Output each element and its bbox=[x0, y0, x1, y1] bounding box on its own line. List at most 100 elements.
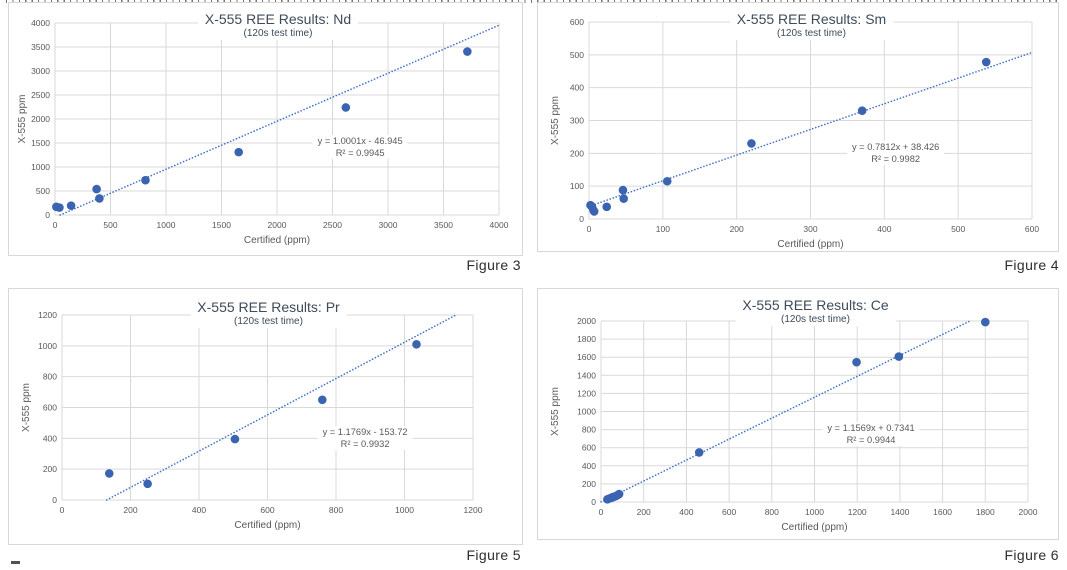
svg-text:0: 0 bbox=[587, 224, 592, 234]
chart-subtitle-nd: (120s test time) bbox=[243, 28, 313, 39]
svg-text:3000: 3000 bbox=[379, 220, 398, 230]
sm-plot-svg: 0 100 200 300 400 500 600 0 100 200 300 400 500 600 Ce… bbox=[550, 17, 1039, 250]
svg-text:3500: 3500 bbox=[31, 42, 50, 52]
svg-text:500: 500 bbox=[570, 50, 584, 60]
pr-plot-svg: 0 200 400 600 800 1000 1200 0 200 400 600 800 1000 12… bbox=[21, 310, 483, 531]
svg-text:X-555 ppm: X-555 ppm bbox=[550, 387, 561, 436]
svg-text:400: 400 bbox=[679, 507, 693, 517]
trendline-equation-text: y = 1.0001x - 46.945 bbox=[317, 136, 403, 147]
ce-plot-svg: 0 200 400 600 800 1000 1200 1400 1600 1800 2000 0 20… bbox=[550, 316, 1038, 533]
svg-text:1600: 1600 bbox=[933, 507, 952, 517]
svg-text:1200: 1200 bbox=[464, 505, 483, 515]
svg-text:100: 100 bbox=[570, 181, 584, 191]
svg-text:0: 0 bbox=[60, 505, 65, 515]
svg-text:200: 200 bbox=[582, 479, 596, 489]
svg-text:4000: 4000 bbox=[31, 18, 50, 28]
chart-nd: 0 500 1000 1500 2000 2500 3000 3500 4000 0 500 1000… bbox=[8, 2, 523, 256]
svg-text:X-555 ppm: X-555 ppm bbox=[21, 383, 32, 432]
nd-plot-svg: 0 500 1000 1500 2000 2500 3000 3500 4000 0 500 1000… bbox=[17, 18, 509, 246]
trendline-equation-ce: y = 1.1569x + 0.7341 R² = 0.9944 bbox=[822, 421, 920, 446]
chart-sm: 0 100 200 300 400 500 600 0 100 200 300 400 500 600 Ce… bbox=[537, 2, 1059, 252]
svg-text:1000: 1000 bbox=[38, 341, 57, 351]
trendline-equation-nd: y = 1.0001x - 46.945 R² = 0.9945 bbox=[312, 135, 408, 160]
svg-text:2500: 2500 bbox=[323, 220, 342, 230]
svg-text:400: 400 bbox=[877, 224, 891, 234]
svg-text:600: 600 bbox=[722, 507, 736, 517]
svg-text:1200: 1200 bbox=[848, 507, 867, 517]
chart-title-nd: X-555 REE Results: Nd bbox=[204, 11, 352, 27]
svg-text:1200: 1200 bbox=[577, 388, 596, 398]
trendline-r2-text: R² = 0.9944 bbox=[846, 434, 896, 445]
trendline-equation-text: y = 1.1769x - 153.72 bbox=[322, 426, 408, 437]
trendline-equation-pr: y = 1.1769x - 153.72 R² = 0.9932 bbox=[317, 425, 413, 450]
svg-text:400: 400 bbox=[582, 461, 596, 471]
svg-text:1400: 1400 bbox=[890, 507, 909, 517]
svg-text:1000: 1000 bbox=[805, 507, 824, 517]
svg-text:1200: 1200 bbox=[38, 310, 57, 320]
clipped-text-strip bbox=[6, 0, 1062, 3]
figure-caption-3: Figure 3 bbox=[466, 257, 521, 273]
svg-text:800: 800 bbox=[329, 505, 343, 515]
trendline-equation-sm: y = 0.7812x + 38.426 R² = 0.9982 bbox=[846, 141, 945, 166]
chart-title-block-pr: X-555 REE Results: Pr (120s test time) bbox=[190, 300, 347, 328]
trendline-equation-text: y = 0.7812x + 38.426 bbox=[851, 142, 940, 153]
svg-text:Certified (ppm): Certified (ppm) bbox=[244, 235, 310, 246]
figure-caption-4: Figure 4 bbox=[1004, 257, 1059, 273]
svg-text:4000: 4000 bbox=[490, 220, 509, 230]
clipped-text-mark bbox=[11, 561, 20, 564]
svg-text:600: 600 bbox=[260, 505, 274, 515]
trendline-equation-text: y = 1.1569x + 0.7341 bbox=[827, 422, 915, 433]
trendline-r2-text: R² = 0.9932 bbox=[340, 438, 390, 449]
svg-text:0: 0 bbox=[599, 507, 604, 517]
trendline-r2-text: R² = 0.9982 bbox=[871, 154, 921, 165]
svg-text:600: 600 bbox=[570, 17, 584, 27]
svg-text:200: 200 bbox=[43, 464, 57, 474]
svg-text:1400: 1400 bbox=[577, 370, 596, 380]
chart-subtitle-sm: (120s test time) bbox=[777, 28, 846, 39]
svg-text:400: 400 bbox=[192, 505, 206, 515]
svg-text:1600: 1600 bbox=[577, 352, 596, 362]
svg-text:400: 400 bbox=[570, 83, 584, 93]
svg-text:200: 200 bbox=[570, 148, 584, 158]
svg-text:Certified (ppm): Certified (ppm) bbox=[781, 522, 847, 533]
svg-text:2500: 2500 bbox=[31, 90, 50, 100]
svg-text:800: 800 bbox=[43, 372, 57, 382]
chart-title-block-sm: X-555 REE Results: Sm (120s test time) bbox=[729, 11, 894, 40]
chart-ce: 0 200 400 600 800 1000 1200 1400 1600 1800 2000 0 20… bbox=[537, 288, 1059, 540]
svg-text:1000: 1000 bbox=[157, 220, 176, 230]
chart-title-block-nd: X-555 REE Results: Nd (120s test time) bbox=[197, 11, 359, 40]
svg-text:200: 200 bbox=[730, 224, 744, 234]
svg-text:600: 600 bbox=[1025, 224, 1039, 234]
svg-text:2000: 2000 bbox=[577, 316, 596, 326]
svg-text:2000: 2000 bbox=[31, 114, 50, 124]
svg-text:2000: 2000 bbox=[1019, 507, 1038, 517]
chart-title-sm: X-555 REE Results: Sm bbox=[736, 11, 887, 27]
chart-pr: 0 200 400 600 800 1000 1200 0 200 400 600 800 1000 12… bbox=[8, 288, 523, 545]
svg-text:800: 800 bbox=[582, 425, 596, 435]
svg-text:500: 500 bbox=[103, 220, 117, 230]
svg-text:1000: 1000 bbox=[577, 407, 596, 417]
svg-text:1800: 1800 bbox=[577, 334, 596, 344]
trendline-r2-text: R² = 0.9945 bbox=[335, 148, 385, 159]
svg-text:3500: 3500 bbox=[434, 220, 453, 230]
chart-subtitle-ce: (120s test time) bbox=[781, 314, 850, 325]
svg-text:2000: 2000 bbox=[268, 220, 287, 230]
svg-text:0: 0 bbox=[52, 495, 57, 505]
chart-title-block-ce: X-555 REE Results: Ce (120s test time) bbox=[735, 297, 896, 326]
figure-caption-5: Figure 5 bbox=[466, 547, 521, 563]
svg-text:X-555 ppm: X-555 ppm bbox=[17, 95, 28, 144]
svg-text:1500: 1500 bbox=[212, 220, 231, 230]
svg-text:3000: 3000 bbox=[31, 66, 50, 76]
svg-text:300: 300 bbox=[570, 116, 584, 126]
svg-text:Certified (ppm): Certified (ppm) bbox=[234, 520, 300, 531]
svg-text:Certified (ppm): Certified (ppm) bbox=[777, 239, 843, 250]
svg-text:400: 400 bbox=[43, 433, 57, 443]
svg-text:300: 300 bbox=[803, 224, 817, 234]
chart-title-ce: X-555 REE Results: Ce bbox=[742, 297, 889, 313]
svg-text:500: 500 bbox=[951, 224, 965, 234]
svg-text:0: 0 bbox=[45, 210, 50, 220]
figure-caption-6: Figure 6 bbox=[1004, 547, 1059, 563]
svg-text:500: 500 bbox=[36, 186, 50, 196]
svg-text:200: 200 bbox=[123, 505, 137, 515]
svg-text:1800: 1800 bbox=[976, 507, 995, 517]
